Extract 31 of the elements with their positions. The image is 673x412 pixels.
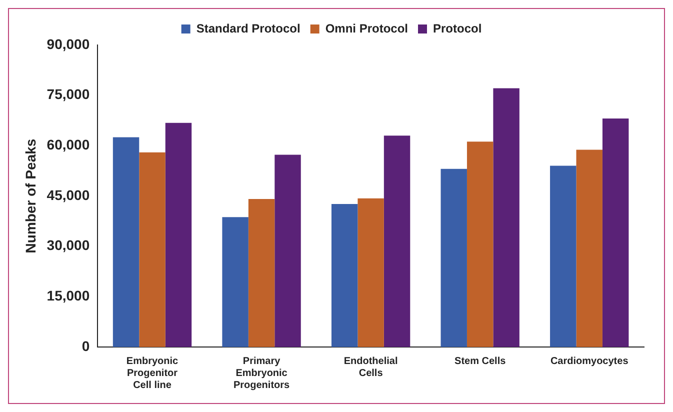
y-tick-label: 90,000 — [46, 36, 90, 52]
legend-label: Standard Protocol — [196, 21, 300, 36]
y-tick-label: 60,000 — [46, 136, 90, 153]
legend-label: Omni Protocol — [325, 21, 408, 36]
bar — [384, 136, 410, 347]
bar — [602, 118, 629, 347]
bar — [112, 137, 140, 347]
bar — [274, 154, 301, 347]
x-tick-label: Endothelial Cells — [344, 356, 398, 379]
bar — [576, 150, 602, 347]
bar — [222, 217, 248, 347]
x-tick-label: Primary Embryonic Progenitors — [233, 356, 290, 391]
y-tick-label: 30,000 — [46, 237, 90, 254]
bar — [165, 122, 192, 347]
y-tick-label: 0 — [82, 338, 90, 354]
bar — [550, 166, 576, 347]
y-tick-label: 45,000 — [46, 186, 90, 203]
bar — [440, 168, 467, 347]
bar — [466, 142, 494, 347]
x-tick-label: Embryonic Progenitor Cell line — [126, 356, 179, 391]
bar — [358, 198, 384, 347]
y-tick-label: 15,000 — [46, 288, 90, 304]
bar — [248, 199, 275, 347]
y-axis-title: Number of Peaks — [22, 138, 38, 254]
x-tick-label: Stem Cells — [454, 356, 506, 367]
bar — [493, 88, 520, 347]
y-tick-label: 75,000 — [46, 86, 90, 102]
bar — [331, 204, 358, 347]
legend-label: Protocol — [433, 21, 482, 36]
x-tick-label: Cardiomyocytes — [550, 356, 629, 367]
bar — [139, 152, 166, 347]
